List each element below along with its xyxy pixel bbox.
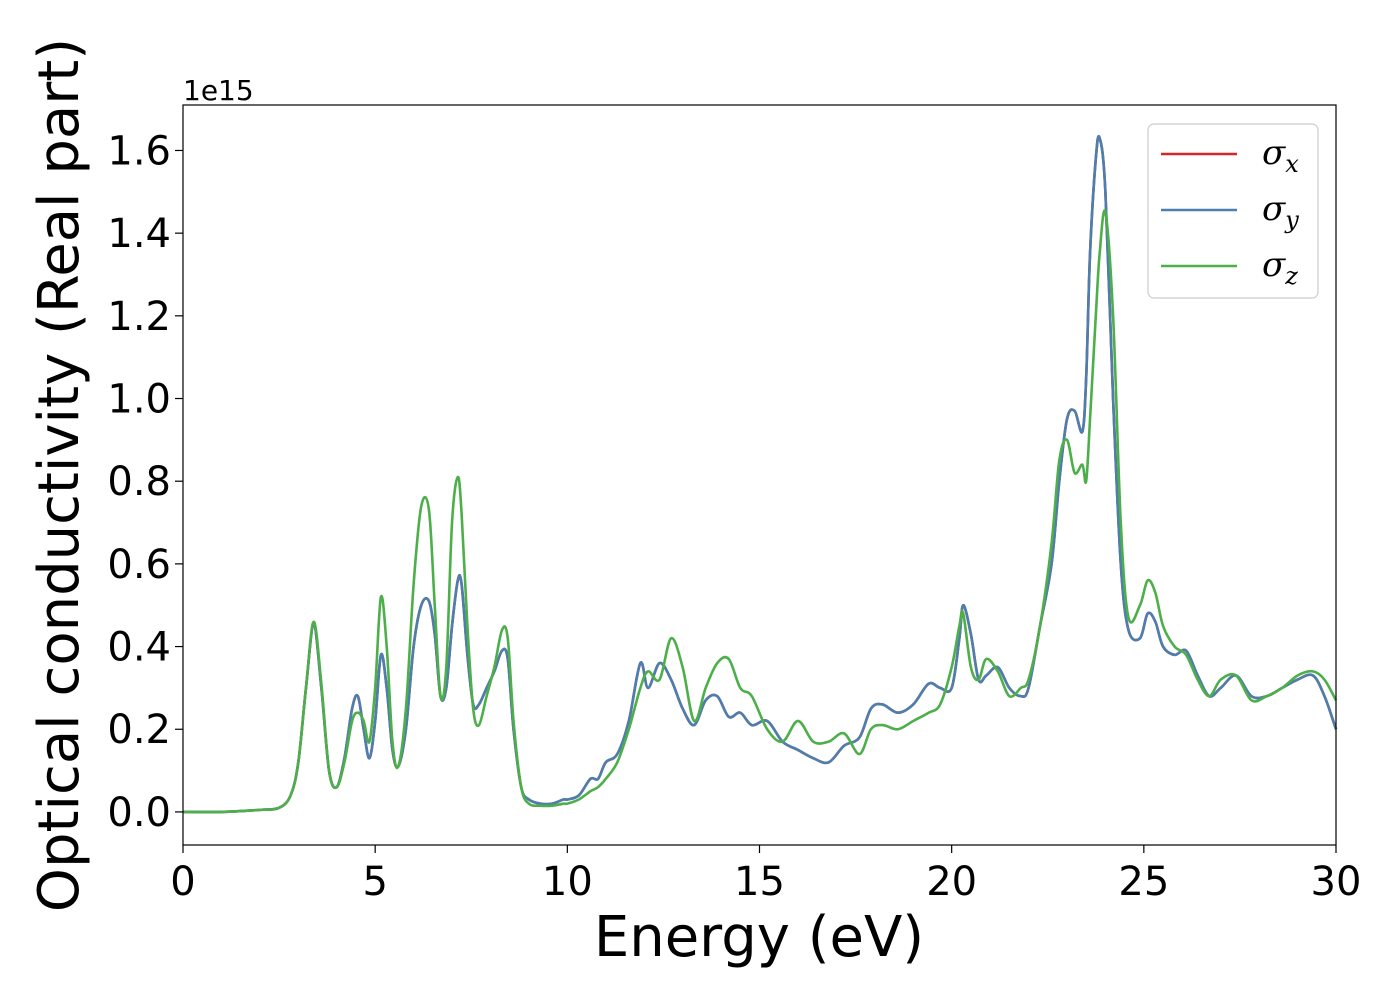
x-tick-label: 5 bbox=[362, 859, 387, 905]
y-tick-label: 1.2 bbox=[107, 294, 171, 340]
y-tick-label: 0.8 bbox=[107, 459, 171, 505]
y-axis-label: Optical conductivity (Real part) bbox=[27, 38, 92, 912]
ticks-layer: 0 5 10 15 20 25 30 0.0 0.2 0.4 0.6 0.8 1.0 1.2 1.4 1.6 bbox=[107, 128, 1361, 905]
y-tick-label: 1.4 bbox=[107, 211, 171, 257]
x-tick-label: 30 bbox=[1311, 859, 1362, 905]
y-tick-label: 0.0 bbox=[107, 790, 171, 836]
y-tick-label: 0.6 bbox=[107, 542, 171, 588]
x-tick-label: 15 bbox=[734, 859, 785, 905]
y-tick-label: 0.4 bbox=[107, 625, 171, 671]
series-line-z bbox=[182, 209, 1338, 814]
y-tick-label: 1.0 bbox=[107, 377, 171, 423]
y-tick-label: 0.2 bbox=[107, 707, 171, 753]
x-tick-label: 25 bbox=[1118, 859, 1169, 905]
y-tick-label: 1.6 bbox=[107, 128, 171, 174]
x-tick-label: 0 bbox=[170, 859, 195, 905]
x-tick-label: 20 bbox=[926, 859, 977, 905]
y-offset-label: 1e15 bbox=[183, 74, 254, 107]
x-axis-label: Energy (eV) bbox=[594, 905, 924, 970]
series-layer bbox=[182, 134, 1338, 814]
legend-label-y: σy bbox=[1262, 189, 1299, 234]
x-tick-label: 10 bbox=[542, 859, 593, 905]
